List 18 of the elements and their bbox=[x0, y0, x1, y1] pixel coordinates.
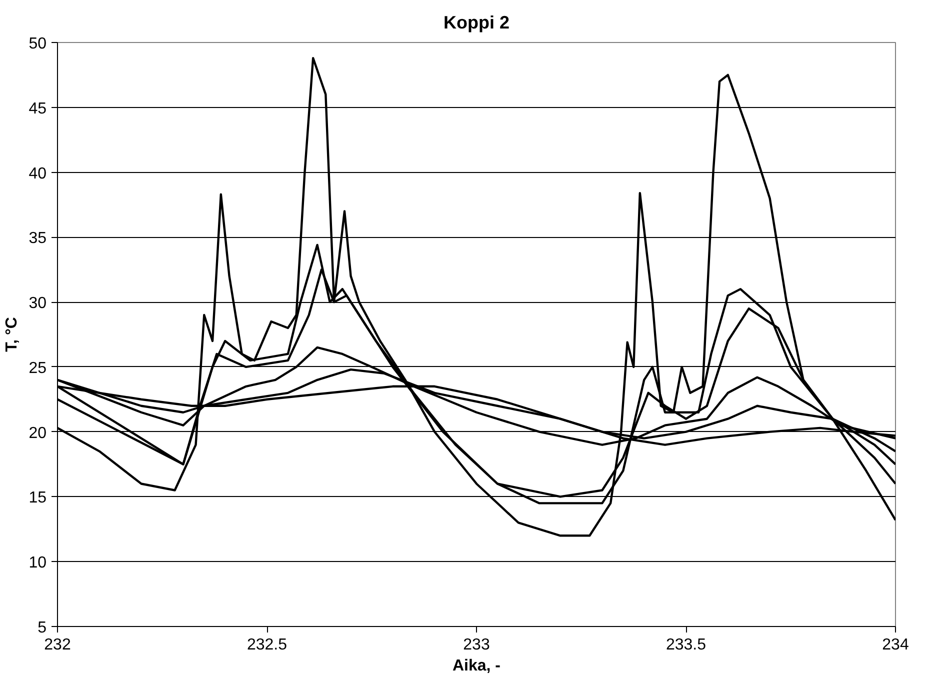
y-tick-label: 40 bbox=[28, 165, 47, 182]
x-tick-label: 233 bbox=[463, 636, 490, 654]
chart-title: Koppi 2 bbox=[444, 12, 510, 32]
y-tick-label: 5 bbox=[38, 620, 47, 636]
y-axis-title: T, °C bbox=[4, 316, 21, 352]
y-tick-label: 45 bbox=[28, 100, 47, 118]
x-tick-label: 232 bbox=[44, 636, 71, 654]
y-tick-label: 25 bbox=[28, 360, 47, 377]
x-tick-label: 234 bbox=[882, 636, 909, 654]
y-tick-label: 10 bbox=[28, 554, 47, 572]
x-tick-label: 233.5 bbox=[666, 636, 706, 654]
y-tick-label: 20 bbox=[28, 424, 47, 442]
y-tick-label: 50 bbox=[28, 36, 47, 52]
x-axis-title: Aika, - bbox=[452, 658, 501, 674]
x-tick-label: 232.5 bbox=[246, 636, 288, 654]
y-tick-label: 35 bbox=[28, 230, 47, 248]
y-tick-label: 30 bbox=[28, 295, 47, 312]
y-tick-label: 15 bbox=[28, 490, 47, 507]
